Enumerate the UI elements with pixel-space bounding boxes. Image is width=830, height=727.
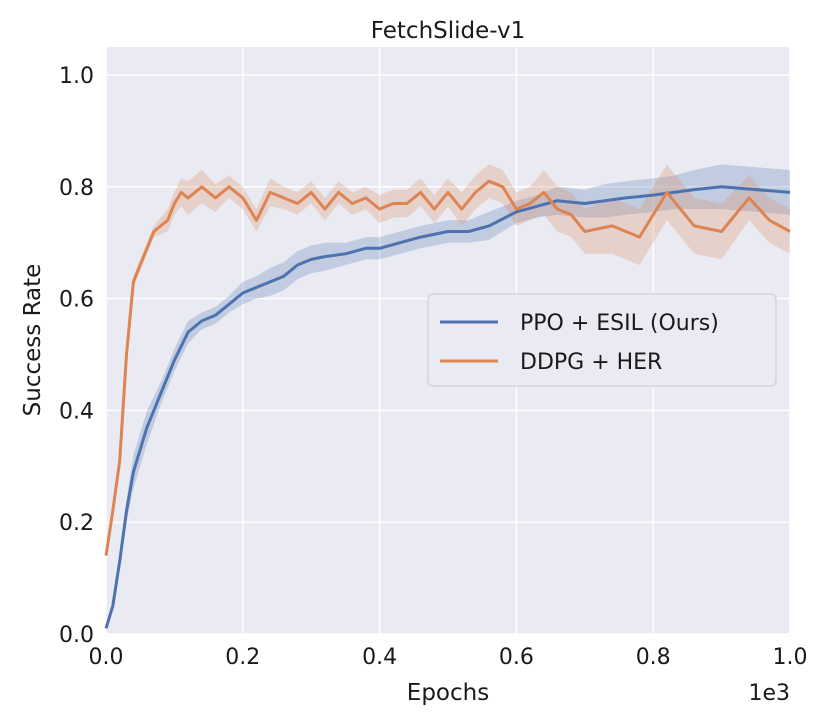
chart-title: FetchSlide-v1	[371, 18, 525, 44]
x-tick-label: 0.8	[636, 645, 671, 670]
y-tick-label: 0.6	[59, 288, 94, 313]
y-tick-labels: 0.0 0.2 0.4 0.6 0.8 1.0	[59, 64, 94, 648]
legend-label-series-2: DDPG + HER	[520, 350, 662, 375]
x-tick-label: 0.0	[89, 645, 124, 670]
x-tick-label: 0.2	[225, 645, 260, 670]
series-lines	[104, 179, 791, 629]
x-offset-text: 1e3	[748, 681, 790, 706]
legend-box	[427, 293, 777, 387]
x-tick-label: 0.4	[362, 645, 397, 670]
y-tick-label: 1.0	[59, 64, 94, 89]
line-series-1	[104, 185, 791, 629]
x-tick-labels: 0.0 0.2 0.4 0.6 0.8 1.0	[89, 645, 808, 670]
y-tick-label: 0.0	[59, 623, 94, 648]
line-series-2	[104, 179, 791, 556]
legend-label-series-1: PPO + ESIL (Ours)	[520, 311, 719, 336]
y-tick-label: 0.2	[59, 511, 94, 536]
y-tick-label: 0.8	[59, 176, 94, 201]
x-axis-label: Epochs	[407, 680, 489, 706]
x-tick-label: 1.0	[773, 645, 808, 670]
legend: PPO + ESIL (Ours) DDPG + HER	[427, 293, 777, 387]
x-tick-label: 0.6	[499, 645, 534, 670]
y-axis-label: Success Rate	[20, 264, 46, 417]
y-tick-label: 0.4	[59, 399, 94, 424]
